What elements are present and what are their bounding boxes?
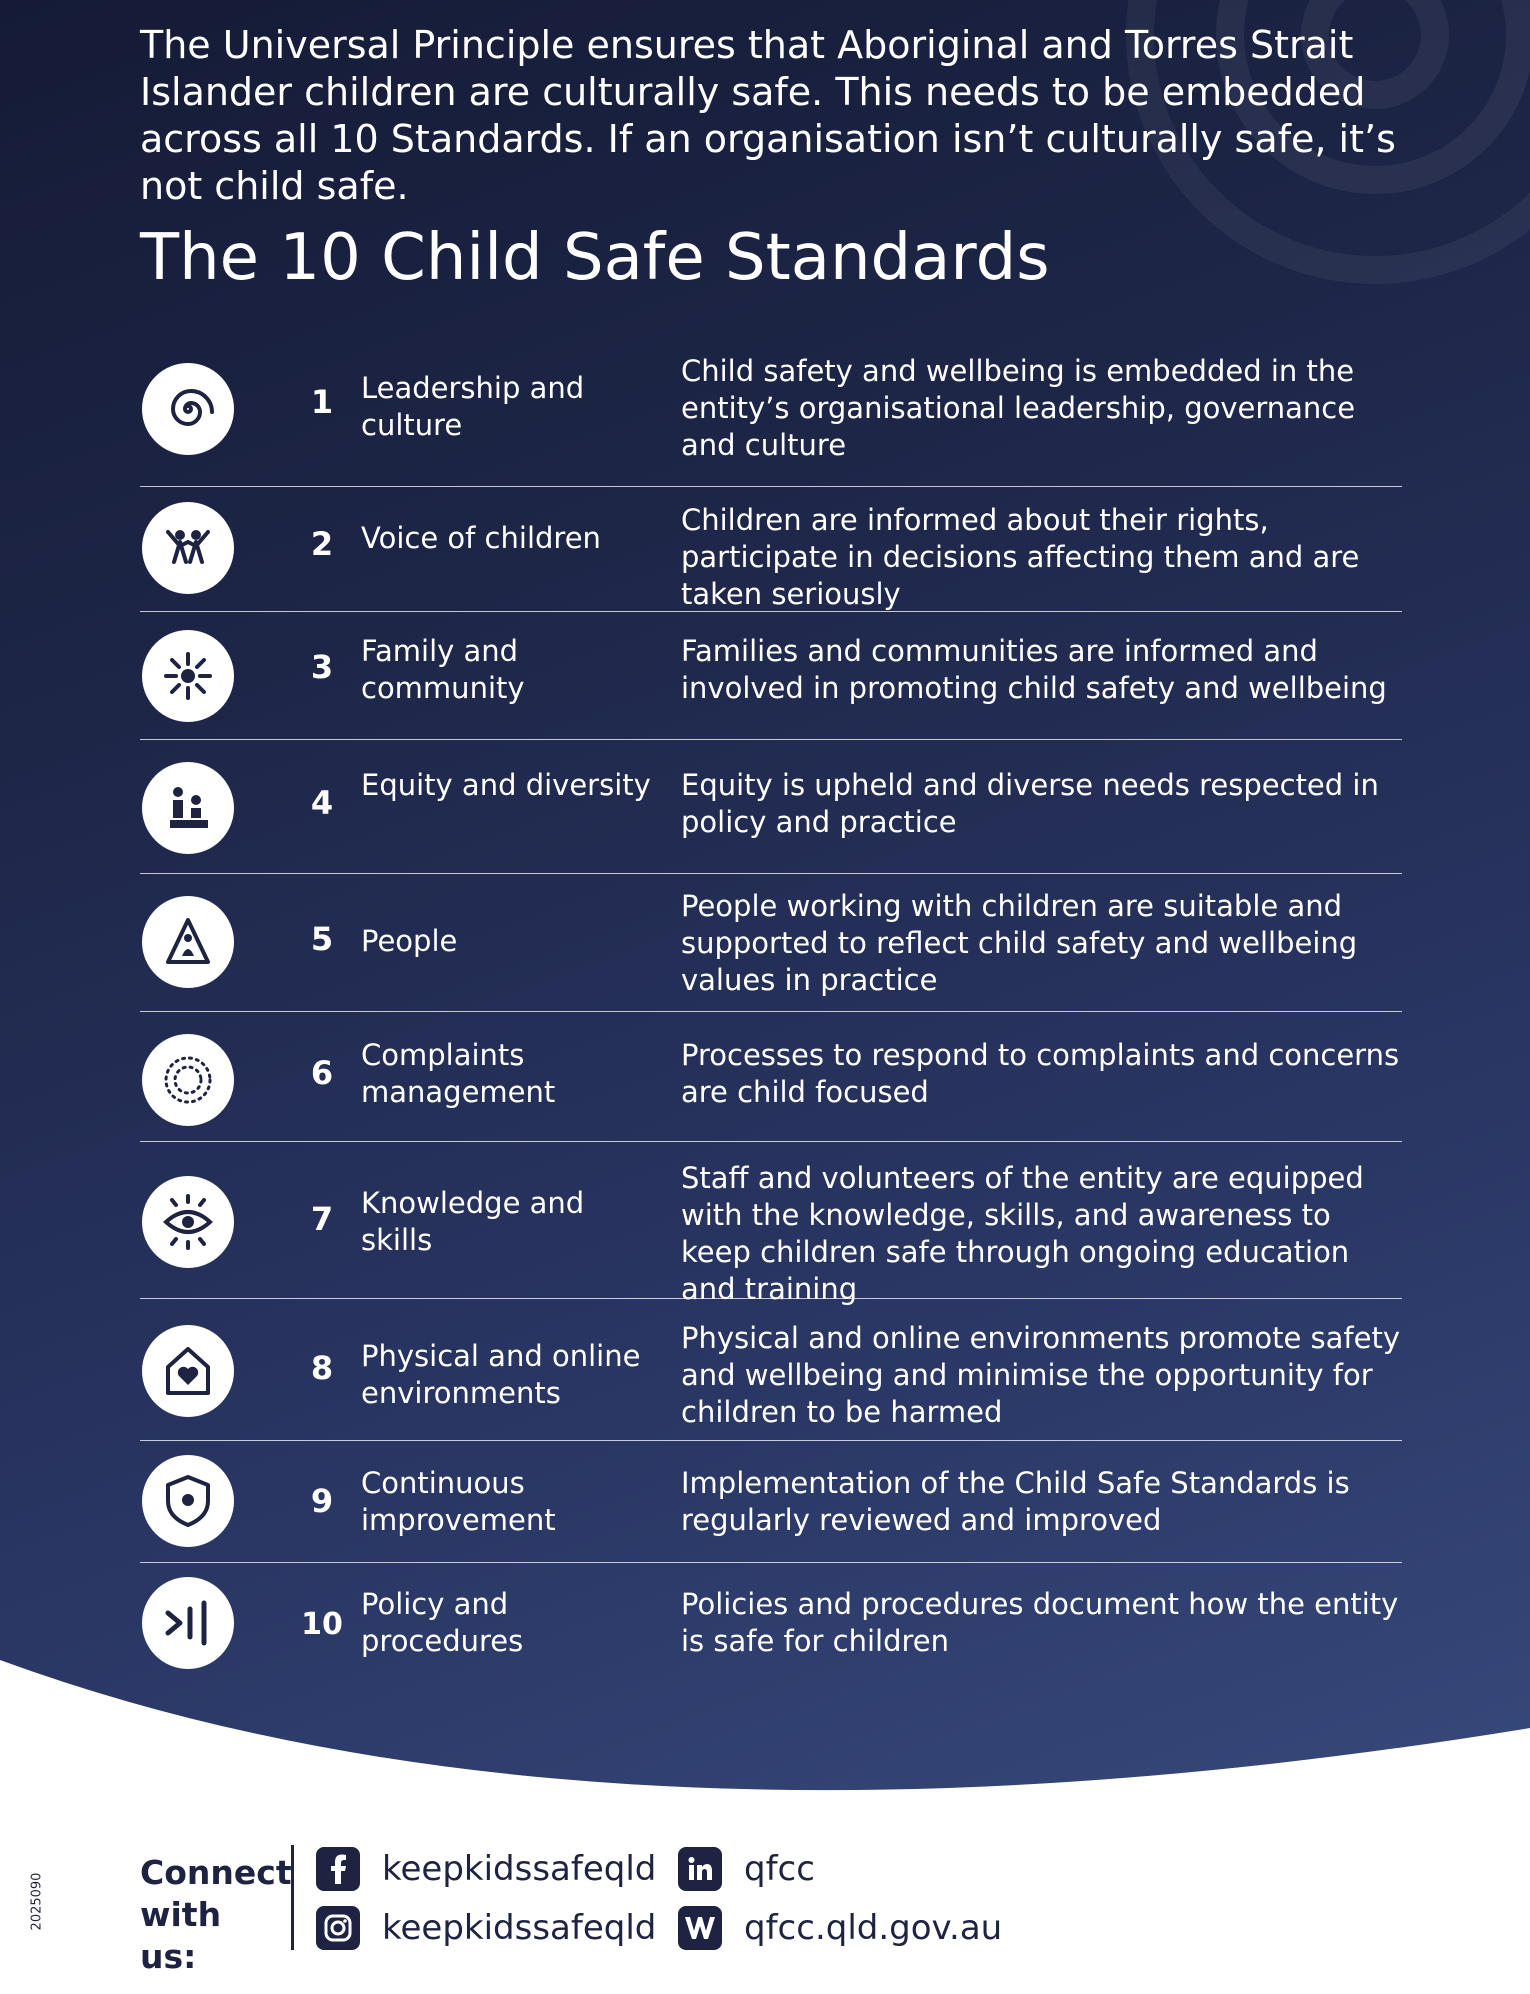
intro-paragraph: The Universal Principle ensures that Abo…	[140, 23, 1396, 208]
standard-number: 2	[310, 525, 334, 563]
standard-number: 9	[310, 1482, 334, 1520]
page-title: The 10 Child Safe Standards	[140, 221, 1050, 295]
children-icon	[142, 502, 234, 594]
standard-number: 7	[310, 1200, 334, 1238]
standard-name: Leadership and culture	[361, 371, 585, 442]
standard-row: 5 People People working with children ar…	[140, 874, 1402, 1012]
standard-row: 10 Policy and procedures Policies and pr…	[140, 1563, 1402, 1683]
standard-row: 8 Physical and online environments Physi…	[140, 1299, 1402, 1441]
standard-number: 4	[310, 784, 334, 822]
shield-icon	[142, 1455, 234, 1547]
row-divider	[140, 1141, 1402, 1142]
linkedin-icon	[678, 1847, 722, 1891]
standard-description: People working with children are suitabl…	[681, 889, 1358, 997]
footer-divider	[291, 1845, 294, 1950]
spiral-icon	[142, 363, 234, 455]
website-link[interactable]: qfcc.qld.gov.au	[678, 1906, 1002, 1950]
document-code-text: 2025090	[29, 1872, 45, 1931]
standard-row: 9 Continuous improvement Implementation …	[140, 1441, 1402, 1563]
standard-description: Implementation of the Child Safe Standar…	[681, 1466, 1350, 1537]
facebook-handle: keepkidssafeqld	[382, 1849, 657, 1889]
standard-name: Equity and diversity	[361, 768, 651, 802]
row-divider	[140, 739, 1402, 740]
facebook-link[interactable]: keepkidssafeqld	[316, 1847, 656, 1891]
arrow-line-icon	[142, 1577, 234, 1669]
standard-name: Voice of children	[361, 521, 601, 555]
row-divider	[140, 1298, 1402, 1299]
row-divider	[140, 873, 1402, 874]
standard-description: Child safety and wellbeing is embedded i…	[681, 354, 1356, 462]
website-url: qfcc.qld.gov.au	[744, 1908, 1003, 1948]
dots-circle-icon	[142, 1034, 234, 1126]
standard-row: 1 Leadership and culture Child safety an…	[140, 354, 1402, 487]
row-divider	[140, 611, 1402, 612]
standard-row: 4 Equity and diversity Equity is upheld …	[140, 740, 1402, 874]
community-icon	[142, 630, 234, 722]
standard-name: Complaints management	[361, 1038, 556, 1109]
document-code: 2025090	[22, 1870, 62, 1931]
standard-description: Processes to respond to complaints and c…	[681, 1038, 1400, 1109]
standard-description: Physical and online environments promote…	[681, 1321, 1400, 1429]
standard-description: Families and communities are informed an…	[681, 634, 1387, 705]
standard-name: People	[361, 924, 458, 958]
row-divider	[140, 1562, 1402, 1563]
standard-number: 3	[310, 648, 334, 686]
linkedin-link[interactable]: qfcc	[678, 1847, 815, 1891]
row-divider	[140, 486, 1402, 487]
standard-row: 6 Complaints management Processes to res…	[140, 1012, 1402, 1142]
connect-label: Connect with us:	[140, 1853, 292, 1976]
standard-row: 3 Family and community Families and comm…	[140, 612, 1402, 740]
standard-name: Policy and procedures	[361, 1587, 524, 1658]
standard-number: 1	[310, 383, 334, 421]
equity-icon	[142, 762, 234, 854]
standard-name: Knowledge and skills	[361, 1186, 585, 1257]
standard-description: Staff and volunteers of the entity are e…	[681, 1161, 1364, 1306]
standard-number: 8	[310, 1349, 334, 1387]
standard-description: Children are informed about their rights…	[681, 503, 1360, 611]
website-icon	[678, 1906, 722, 1950]
row-divider	[140, 1011, 1402, 1012]
standard-row: 7 Knowledge and skills Staff and volunte…	[140, 1142, 1402, 1306]
linkedin-handle: qfcc	[744, 1849, 815, 1889]
standard-name: Family and community	[361, 634, 525, 705]
standard-description: Policies and procedures document how the…	[681, 1587, 1399, 1658]
standard-number: 10	[301, 1607, 343, 1642]
facebook-icon	[316, 1847, 360, 1891]
instagram-icon	[316, 1906, 360, 1950]
person-arch-icon	[142, 896, 234, 988]
standard-row: 2 Voice of children Children are informe…	[140, 487, 1402, 612]
house-heart-icon	[142, 1325, 234, 1417]
instagram-link[interactable]: keepkidssafeqld	[316, 1906, 656, 1950]
standard-name: Continuous improvement	[361, 1466, 556, 1537]
standard-name: Physical and online environments	[361, 1339, 641, 1410]
row-divider	[140, 1440, 1402, 1441]
instagram-handle: keepkidssafeqld	[382, 1908, 657, 1948]
eye-icon	[142, 1176, 234, 1268]
standard-number: 6	[310, 1054, 334, 1092]
standard-description: Equity is upheld and diverse needs respe…	[681, 768, 1379, 839]
standard-number: 5	[310, 920, 334, 958]
